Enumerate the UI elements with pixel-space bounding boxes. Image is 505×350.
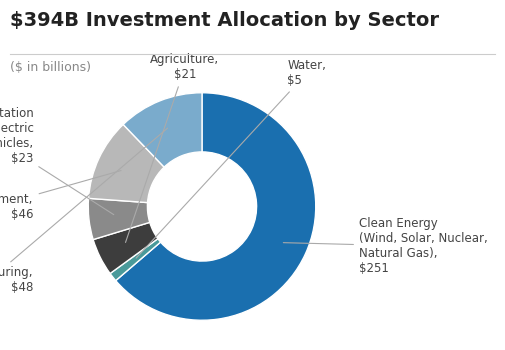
Text: Water,
$5: Water, $5 — [136, 59, 326, 258]
Text: $394B Investment Allocation by Sector: $394B Investment Allocation by Sector — [10, 10, 439, 29]
Wedge shape — [88, 198, 150, 239]
Wedge shape — [88, 125, 164, 203]
Text: Manufacturing,
$48: Manufacturing, $48 — [0, 128, 168, 294]
Text: Environment,
$46: Environment, $46 — [0, 170, 121, 220]
Text: Clean Energy
(Wind, Solar, Nuclear,
Natural Gas),
$251: Clean Energy (Wind, Solar, Nuclear, Natu… — [283, 217, 488, 275]
Text: Agriculture,
$21: Agriculture, $21 — [126, 53, 220, 243]
Text: Transportation
and Electric
Vehicles,
$23: Transportation and Electric Vehicles, $2… — [0, 107, 114, 215]
Wedge shape — [93, 222, 158, 273]
Wedge shape — [110, 239, 161, 281]
Text: ($ in billions): ($ in billions) — [10, 61, 91, 74]
Wedge shape — [116, 93, 316, 320]
Wedge shape — [123, 93, 202, 167]
